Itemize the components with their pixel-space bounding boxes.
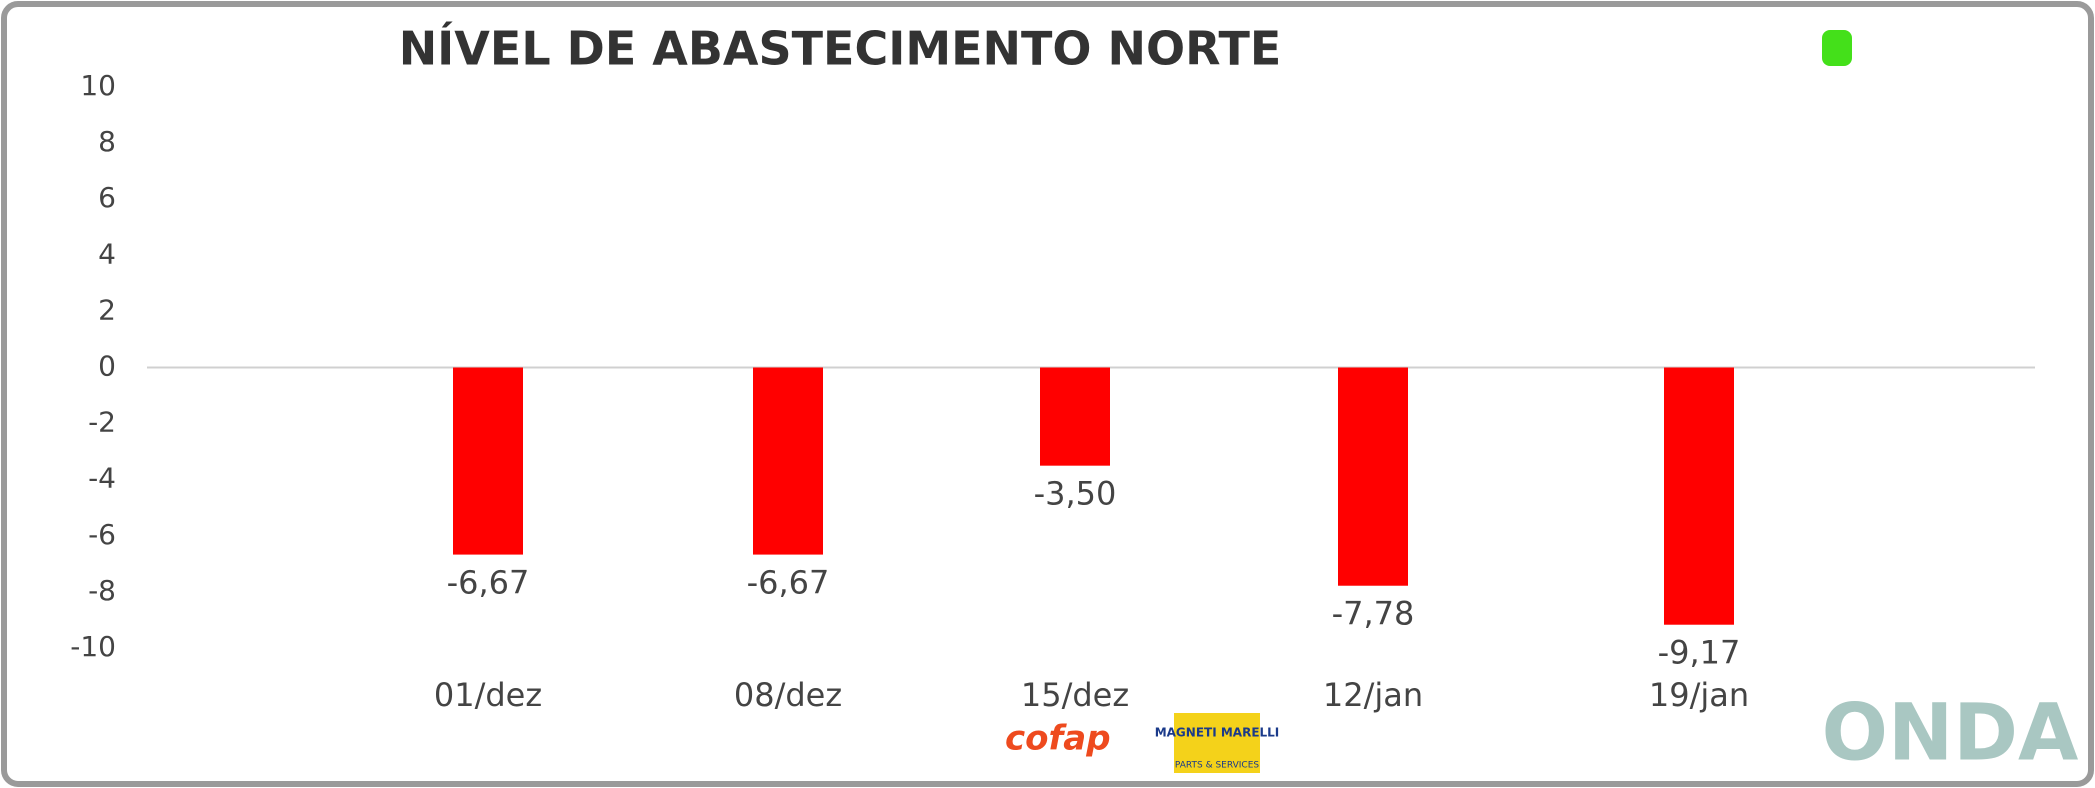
y-tick-label: -6 xyxy=(88,518,116,551)
value-label: -6,67 xyxy=(447,564,530,602)
y-tick-label: -2 xyxy=(88,406,116,439)
logo-icon xyxy=(1822,30,1852,66)
x-tick-label: 01/dez xyxy=(434,676,542,714)
sponsor-magneti: MAGNETI MARELLI xyxy=(1155,726,1280,740)
value-label: -7,78 xyxy=(1332,595,1415,633)
bar xyxy=(1040,367,1110,466)
y-tick-label: 6 xyxy=(98,181,116,214)
value-label: -3,50 xyxy=(1034,475,1117,513)
x-tick-label: 19/jan xyxy=(1649,676,1749,714)
y-tick-label: 4 xyxy=(98,237,116,270)
brand: ONDA xyxy=(1822,688,2079,778)
bar xyxy=(1338,367,1408,586)
sponsor-cofap: cofap xyxy=(1005,719,1111,759)
y-tick-label: 8 xyxy=(98,125,116,158)
y-tick-label: 2 xyxy=(98,293,116,326)
bar xyxy=(1664,367,1734,625)
bar xyxy=(753,367,823,555)
y-tick-label: -4 xyxy=(88,462,116,495)
x-tick-label: 12/jan xyxy=(1323,676,1423,714)
chart-title: NÍVEL DE ABASTECIMENTO NORTE xyxy=(399,22,1282,76)
sponsor-magneti-sub: PARTS & SERVICES xyxy=(1175,761,1259,771)
sponsor-box xyxy=(1174,713,1260,773)
y-tick-label: -8 xyxy=(88,574,116,607)
value-label: -6,67 xyxy=(747,564,830,602)
x-tick-label: 15/dez xyxy=(1021,676,1129,714)
x-tick-label: 08/dez xyxy=(734,676,842,714)
y-tick-label: 10 xyxy=(80,69,116,102)
y-tick-label: -10 xyxy=(70,630,116,663)
y-tick-label: 0 xyxy=(98,350,116,383)
value-label: -9,17 xyxy=(1658,634,1741,672)
bar xyxy=(453,367,523,555)
